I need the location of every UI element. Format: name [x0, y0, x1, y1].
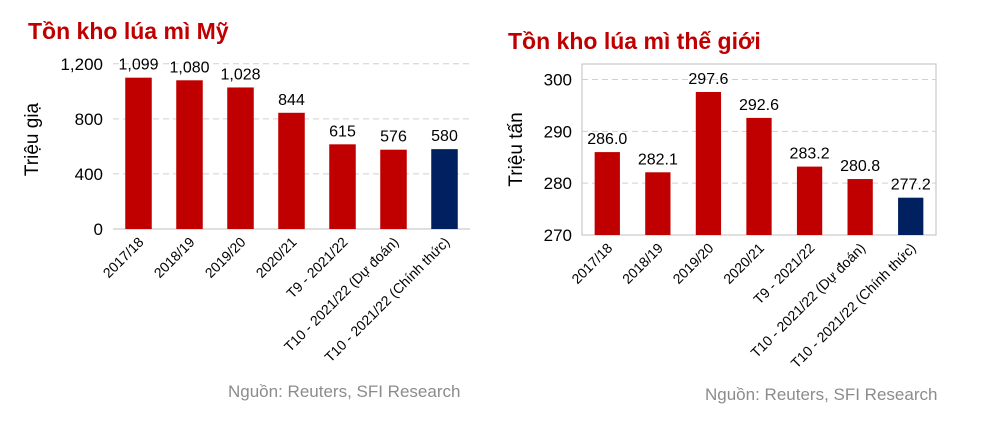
- y-tick-label: 290: [544, 122, 572, 141]
- data-label: 297.6: [688, 71, 728, 88]
- data-label: 280.8: [840, 158, 880, 175]
- bar-7: [898, 197, 924, 235]
- chart-us-wheat-stocks: 0 400 800 1,200 Triệu giạ 1,099 2017/18 1,080 20…: [22, 55, 470, 365]
- y-axis-label: Triệu tấn: [506, 112, 527, 186]
- bar-6: [380, 149, 407, 229]
- bar-4: [278, 112, 305, 229]
- chart-title: Tồn kho lúa mì thế giới: [508, 28, 761, 54]
- bar-5: [329, 144, 356, 229]
- data-label: 1,080: [169, 59, 209, 76]
- y-tick-label: 1,200: [60, 55, 103, 74]
- data-label: 286.0: [587, 131, 627, 148]
- y-tick-label: 300: [544, 71, 572, 90]
- bar-3: [227, 87, 254, 230]
- bar-1: [125, 77, 152, 230]
- x-tick-label: 2018/19: [619, 240, 666, 287]
- chart-source: Nguồn: Reuters, SFI Research: [228, 382, 461, 401]
- data-label: 282.1: [638, 151, 678, 168]
- y-tick-label: 270: [544, 226, 572, 245]
- x-tick-label: 2017/18: [568, 240, 615, 287]
- bar-2: [645, 172, 671, 235]
- y-tick-label: 400: [75, 165, 103, 184]
- bar-5: [796, 166, 823, 235]
- data-label: 844: [278, 92, 305, 109]
- y-tick-label: 280: [544, 174, 572, 193]
- x-tick-label: 2018/19: [151, 234, 198, 281]
- data-label: 576: [380, 129, 407, 146]
- chart-title: Tồn kho lúa mì Mỹ: [28, 18, 229, 44]
- data-label: 615: [329, 123, 356, 140]
- bar-7: [431, 149, 458, 229]
- data-label: 292.6: [739, 97, 779, 114]
- bar-2: [176, 80, 203, 230]
- chart-panel-us: Tồn kho lúa mì Mỹ 0 400 800 1,200 Triệu giạ 1…: [22, 18, 470, 401]
- x-tick-label: 2020/21: [720, 240, 767, 287]
- bar-6: [847, 179, 873, 235]
- bar-1: [594, 152, 620, 235]
- data-label: 283.2: [790, 146, 830, 163]
- y-axis-label: Triệu giạ: [22, 102, 43, 176]
- bar-3: [695, 91, 722, 236]
- bar-4: [746, 117, 772, 235]
- x-tick-label: 2019/20: [202, 234, 249, 281]
- chart-source: Nguồn: Reuters, SFI Research: [705, 385, 938, 404]
- y-tick-label: 800: [75, 110, 103, 129]
- y-tick-label: 0: [94, 220, 103, 239]
- x-tick-label: 2019/20: [669, 240, 716, 287]
- data-label: 1,028: [220, 66, 260, 83]
- x-tick-label: 2020/21: [253, 234, 300, 281]
- data-label: 580: [431, 128, 458, 145]
- data-label: 277.2: [891, 177, 931, 194]
- data-label: 1,099: [118, 57, 158, 74]
- x-tick-label: 2017/18: [100, 234, 147, 281]
- chart-world-wheat-stocks: 270 280 290 300 Triệu tấn 286.0 2017/18 282.1 20…: [506, 63, 937, 371]
- chart-panel-world: Tồn kho lúa mì thế giới 270 280 290 300 Triệ…: [500, 0, 1000, 421]
